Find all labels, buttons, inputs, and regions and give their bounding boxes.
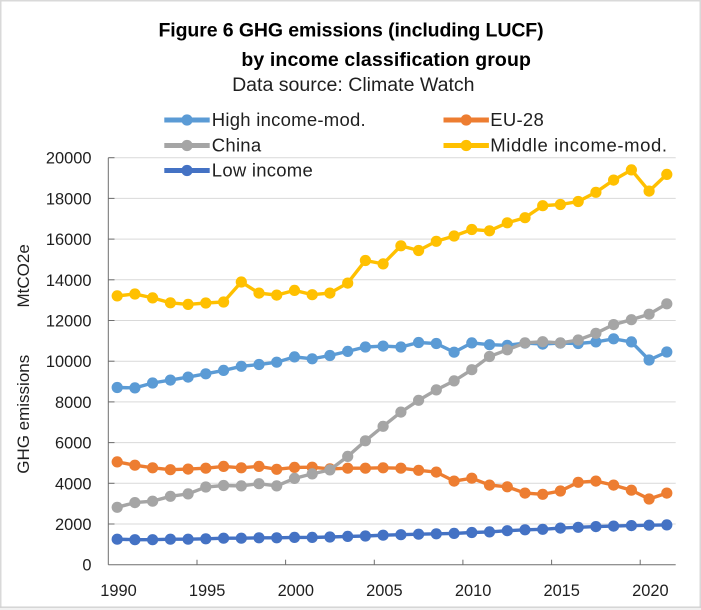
svg-text:14000: 14000 bbox=[46, 272, 92, 290]
svg-text:EU-28: EU-28 bbox=[490, 109, 544, 130]
svg-text:1995: 1995 bbox=[189, 582, 225, 600]
svg-text:1990: 1990 bbox=[100, 582, 136, 600]
svg-text:4000: 4000 bbox=[55, 475, 91, 493]
svg-text:2005: 2005 bbox=[366, 582, 402, 600]
svg-text:2015: 2015 bbox=[543, 582, 579, 600]
svg-text:Low income: Low income bbox=[212, 159, 313, 180]
svg-text:Figure 6 GHG emissions (includ: Figure 6 GHG emissions (including LUCF) bbox=[158, 20, 543, 42]
svg-text:China: China bbox=[212, 134, 262, 155]
svg-text:20000: 20000 bbox=[46, 150, 92, 168]
svg-text:2000: 2000 bbox=[278, 582, 314, 600]
svg-text:Middle income-mod.: Middle income-mod. bbox=[490, 134, 667, 155]
svg-text:6000: 6000 bbox=[55, 435, 91, 453]
svg-text:2010: 2010 bbox=[455, 582, 491, 600]
svg-text:18000: 18000 bbox=[46, 190, 92, 208]
svg-text:by income classification group: by income classification group bbox=[241, 49, 531, 71]
svg-text:2020: 2020 bbox=[632, 582, 668, 600]
svg-text:10000: 10000 bbox=[46, 353, 92, 371]
svg-text:GHG emissions MtCO2e: GHG emissions MtCO2e bbox=[14, 244, 33, 474]
svg-text:8000: 8000 bbox=[55, 394, 91, 412]
svg-text:2000: 2000 bbox=[55, 516, 91, 534]
svg-text:High income-mod.: High income-mod. bbox=[212, 109, 366, 130]
svg-text:0: 0 bbox=[82, 557, 91, 575]
svg-text:16000: 16000 bbox=[46, 231, 92, 249]
svg-text:Data source: Climate Watch: Data source: Climate Watch bbox=[232, 74, 474, 96]
svg-text:12000: 12000 bbox=[46, 313, 92, 331]
